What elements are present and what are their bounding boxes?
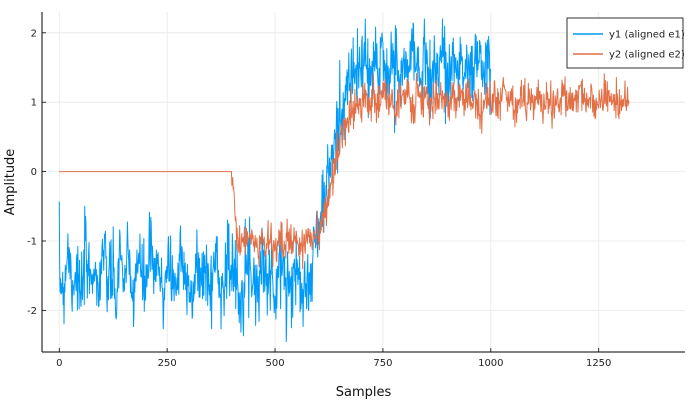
y-tick-label: -2 bbox=[27, 306, 37, 317]
legend-label-2: y2 (aligned e2) bbox=[609, 50, 685, 61]
y-axis-title: Amplitude bbox=[3, 149, 18, 216]
x-tick-label: 750 bbox=[373, 358, 392, 369]
x-tick-label: 1250 bbox=[586, 358, 611, 369]
legend-box bbox=[566, 17, 684, 69]
series-line-1 bbox=[58, 18, 492, 343]
legend: y1 (aligned e1) y2 (aligned e2) bbox=[566, 17, 685, 69]
x-tick-label: 1000 bbox=[478, 358, 503, 369]
legend-label-1: y1 (aligned e1) bbox=[609, 30, 685, 41]
y-tick-label: 2 bbox=[31, 28, 37, 39]
x-tick-label: 250 bbox=[158, 358, 177, 369]
ticks: 0 250 500 750 1000 1250 -2 -1 0 1 2 bbox=[27, 28, 611, 369]
series-line-2 bbox=[59, 73, 630, 270]
y-tick-label: 1 bbox=[31, 98, 37, 109]
x-tick-label: 500 bbox=[265, 358, 284, 369]
x-tick-label: 0 bbox=[56, 358, 62, 369]
y-tick-label: -1 bbox=[27, 236, 37, 247]
axes bbox=[41, 12, 685, 353]
x-axis-title: Samples bbox=[336, 385, 392, 400]
series-layer bbox=[58, 18, 630, 343]
y-tick-label: 0 bbox=[31, 167, 37, 178]
